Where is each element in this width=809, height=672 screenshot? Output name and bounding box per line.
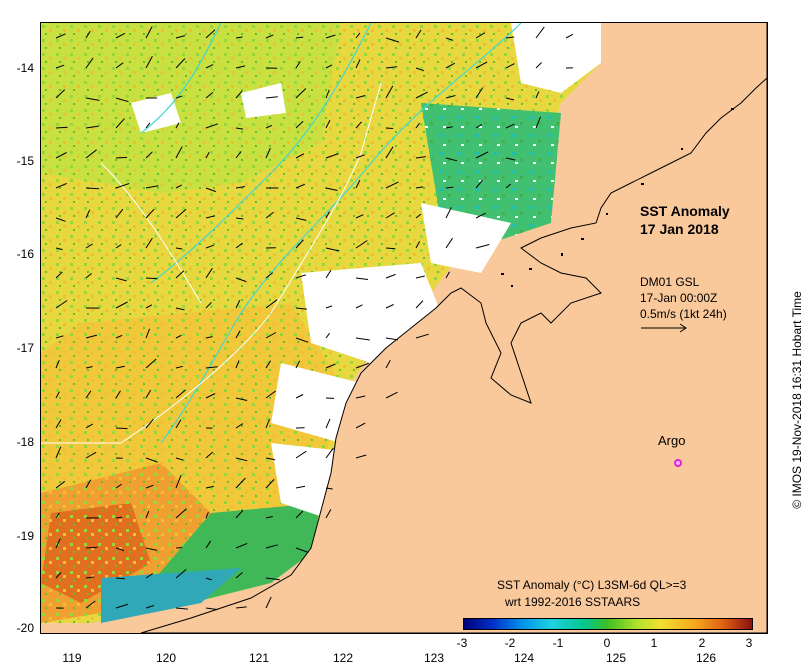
y-tick-label: -17 [16,341,34,355]
map-title-line2: 17 Jan 2018 [640,221,719,237]
x-tick-label: 119 [62,651,82,665]
colorbar-tick-label: 3 [745,636,753,650]
current-scale-label: 0.5m/s (1kt 24h) [640,307,727,321]
x-tick-label: 124 [513,651,535,665]
scale-arrow [641,323,687,333]
colorbar [463,618,753,630]
y-tick-label: -18 [16,435,34,449]
ocean-field [41,23,601,623]
colorbar-tick-label: -1 [552,636,564,650]
australia-land [140,23,767,633]
x-tick-label: 123 [423,651,445,665]
sst-anomaly-map [41,23,767,633]
map-title-line1: SST Anomaly [640,203,730,219]
y-tick-label: -19 [16,529,34,543]
colorbar-tick-label: -3 [456,636,468,650]
bathymetry-contours [140,23,522,444]
x-tick-label: 126 [695,651,717,665]
colorbar-tick-label: 2 [698,636,706,650]
product-label-line1: SST Anomaly (°C) L3SM-6d QL>=3 [497,578,687,592]
current-vectors [55,26,574,611]
x-tick-label: 125 [605,651,627,665]
map-area[interactable] [40,22,768,634]
argo-label: Argo [658,433,686,448]
colorbar-tick-label: 0 [603,636,611,650]
y-tick-label: -15 [16,154,34,168]
x-tick-label: 120 [155,651,177,665]
product-label-line2: wrt 1992-2016 SSTAARS [505,595,641,609]
colorbar-tick-label: 1 [650,636,658,650]
current-time-label: 17-Jan 00:00Z [640,291,718,305]
current-source-label: DM01 GSL [640,275,700,289]
copyright-notice: © IMOS 19-Nov-2018 16:31 Hobart Time [790,291,804,509]
boundary-lines [41,82,382,444]
coastal-islands [501,108,734,287]
colorbar-tick-label: -2 [504,636,516,650]
y-tick-label: -16 [16,247,34,261]
x-tick-label: 121 [248,651,270,665]
argo-float-marker[interactable] [674,459,682,467]
y-tick-label: -20 [16,621,34,635]
y-tick-label: -14 [16,61,34,75]
x-tick-label: 122 [332,651,354,665]
